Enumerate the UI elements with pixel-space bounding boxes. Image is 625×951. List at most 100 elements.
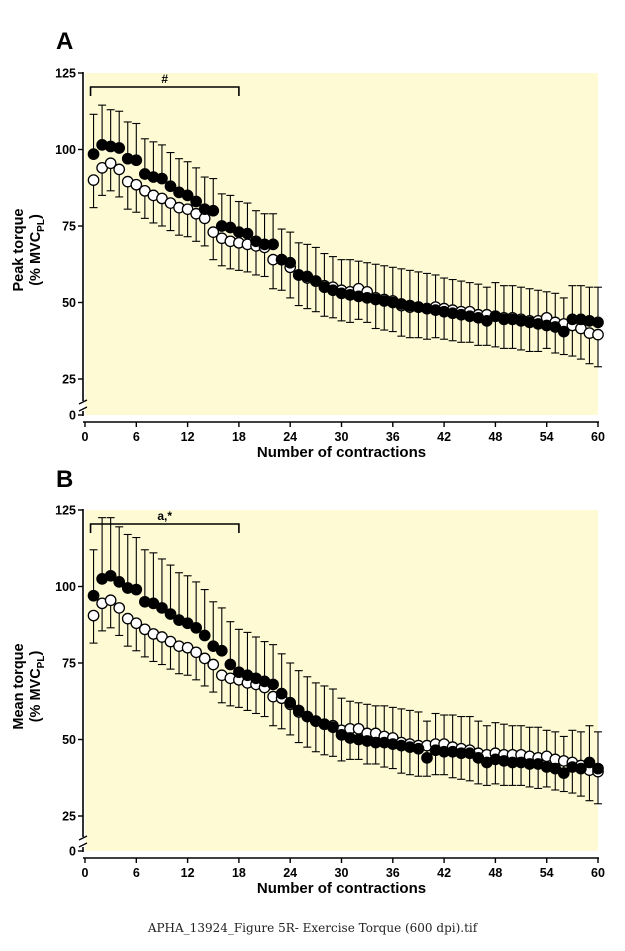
y-axis-unit-pre: (% MVC	[28, 668, 44, 723]
y-tick-label: 100	[55, 580, 76, 594]
data-point-open	[130, 178, 143, 191]
axis-break-mark	[78, 406, 88, 412]
y-tick-label: 50	[62, 296, 76, 310]
x-axis-label: Number of contractions	[257, 444, 426, 461]
significance-label: a,*	[157, 509, 172, 523]
x-tick-label: 42	[437, 866, 451, 880]
data-point-filled	[275, 687, 288, 700]
y-tick-label: 50	[62, 733, 76, 747]
x-tick-label: 60	[591, 430, 605, 444]
x-tick-label: 0	[82, 866, 89, 880]
y-tick-label: 0	[69, 409, 76, 423]
y-tick-label: 75	[62, 220, 76, 234]
y-axis-unit: (% MVCPL)	[28, 651, 47, 723]
x-tick-label: 54	[540, 866, 554, 880]
x-tick-label: 24	[283, 866, 297, 880]
x-tick-label: 42	[437, 430, 451, 444]
data-point-open	[87, 609, 100, 622]
panel-label: A	[56, 28, 73, 55]
significance-bracket	[89, 523, 240, 533]
data-point-open	[104, 157, 117, 170]
significance-bracket	[89, 86, 240, 96]
data-point-filled	[156, 172, 168, 185]
y-tick-label: 125	[55, 67, 76, 81]
data-point-filled	[190, 621, 202, 634]
data-point-filled	[130, 154, 143, 167]
plot-area	[85, 73, 598, 415]
data-point-filled	[164, 608, 177, 620]
data-point-filled	[156, 602, 168, 614]
significance-label: #	[161, 72, 168, 86]
data-point-filled	[557, 325, 570, 338]
data-point-filled	[267, 678, 279, 691]
y-axis-label: Mean torque	[11, 643, 27, 729]
data-point-filled	[207, 204, 220, 217]
y-axis-unit-post: )	[28, 651, 44, 656]
data-point-filled	[215, 644, 228, 657]
data-point-filled	[309, 275, 322, 287]
x-tick-label: 18	[232, 866, 246, 880]
x-tick-label: 6	[133, 866, 140, 880]
x-tick-label: 48	[488, 430, 502, 444]
x-tick-label: 48	[488, 866, 502, 880]
y-tick-label: 75	[62, 657, 76, 671]
figure-caption: APHA_13924_Figure 5R- Exercise Torque (6…	[147, 921, 478, 935]
y-axis-unit: (% MVCPL)	[28, 214, 47, 286]
data-point-open	[190, 646, 202, 659]
data-point-filled	[267, 238, 279, 251]
x-tick-label: 24	[283, 430, 297, 444]
y-axis-unit-post: )	[28, 214, 44, 219]
x-tick-label: 12	[181, 866, 195, 880]
data-point-filled	[113, 576, 126, 588]
x-tick-label: 6	[133, 430, 140, 444]
axis-break-mark	[78, 842, 88, 848]
data-point-open	[198, 652, 211, 665]
data-point-filled	[241, 227, 254, 240]
x-tick-label: 30	[335, 430, 349, 444]
x-tick-label: 60	[591, 866, 605, 880]
data-point-open	[113, 163, 126, 176]
data-point-filled	[327, 721, 339, 734]
y-tick-label: 0	[69, 845, 76, 859]
data-point-filled	[224, 658, 237, 671]
x-tick-label: 54	[540, 430, 554, 444]
data-point-filled	[181, 189, 194, 202]
data-point-filled	[284, 696, 297, 709]
y-tick-label: 125	[55, 504, 76, 518]
data-point-filled	[87, 148, 100, 160]
y-axis-unit-sub: PL	[36, 656, 47, 669]
data-point-filled	[592, 316, 604, 329]
data-point-filled	[421, 752, 433, 764]
x-tick-label: 0	[82, 430, 89, 444]
data-point-filled	[557, 767, 570, 780]
data-point-open	[104, 594, 117, 607]
x-tick-label: 18	[232, 430, 246, 444]
x-tick-label: 36	[386, 866, 400, 880]
data-point-filled	[592, 762, 604, 775]
panel-label: B	[56, 466, 73, 493]
panel-a: A 0 25 50 75 100 125 0 6 12 18 24 30 36 42 48 54 60 Number…	[11, 28, 605, 461]
y-axis-unit-sub: PL	[36, 219, 47, 232]
data-point-open	[87, 174, 100, 186]
data-point-filled	[292, 704, 305, 717]
data-point-filled	[583, 756, 596, 769]
data-point-filled	[198, 629, 211, 642]
data-point-filled	[87, 589, 100, 602]
data-point-filled	[164, 180, 177, 193]
axis-break-mark	[78, 835, 88, 841]
y-tick-label: 25	[62, 810, 76, 824]
data-point-open	[130, 617, 143, 630]
x-tick-label: 12	[181, 430, 195, 444]
data-point-open	[207, 226, 220, 238]
y-tick-label: 25	[62, 373, 76, 387]
x-tick-label: 36	[386, 430, 400, 444]
data-point-filled	[104, 569, 117, 582]
data-point-filled	[190, 195, 202, 208]
data-point-filled	[575, 762, 587, 775]
x-tick-label: 30	[335, 866, 349, 880]
data-point-filled	[130, 583, 143, 596]
y-axis-label: Peak torque	[11, 209, 27, 292]
data-point-filled	[113, 142, 126, 154]
y-axis-unit-pre: (% MVC	[28, 231, 44, 286]
